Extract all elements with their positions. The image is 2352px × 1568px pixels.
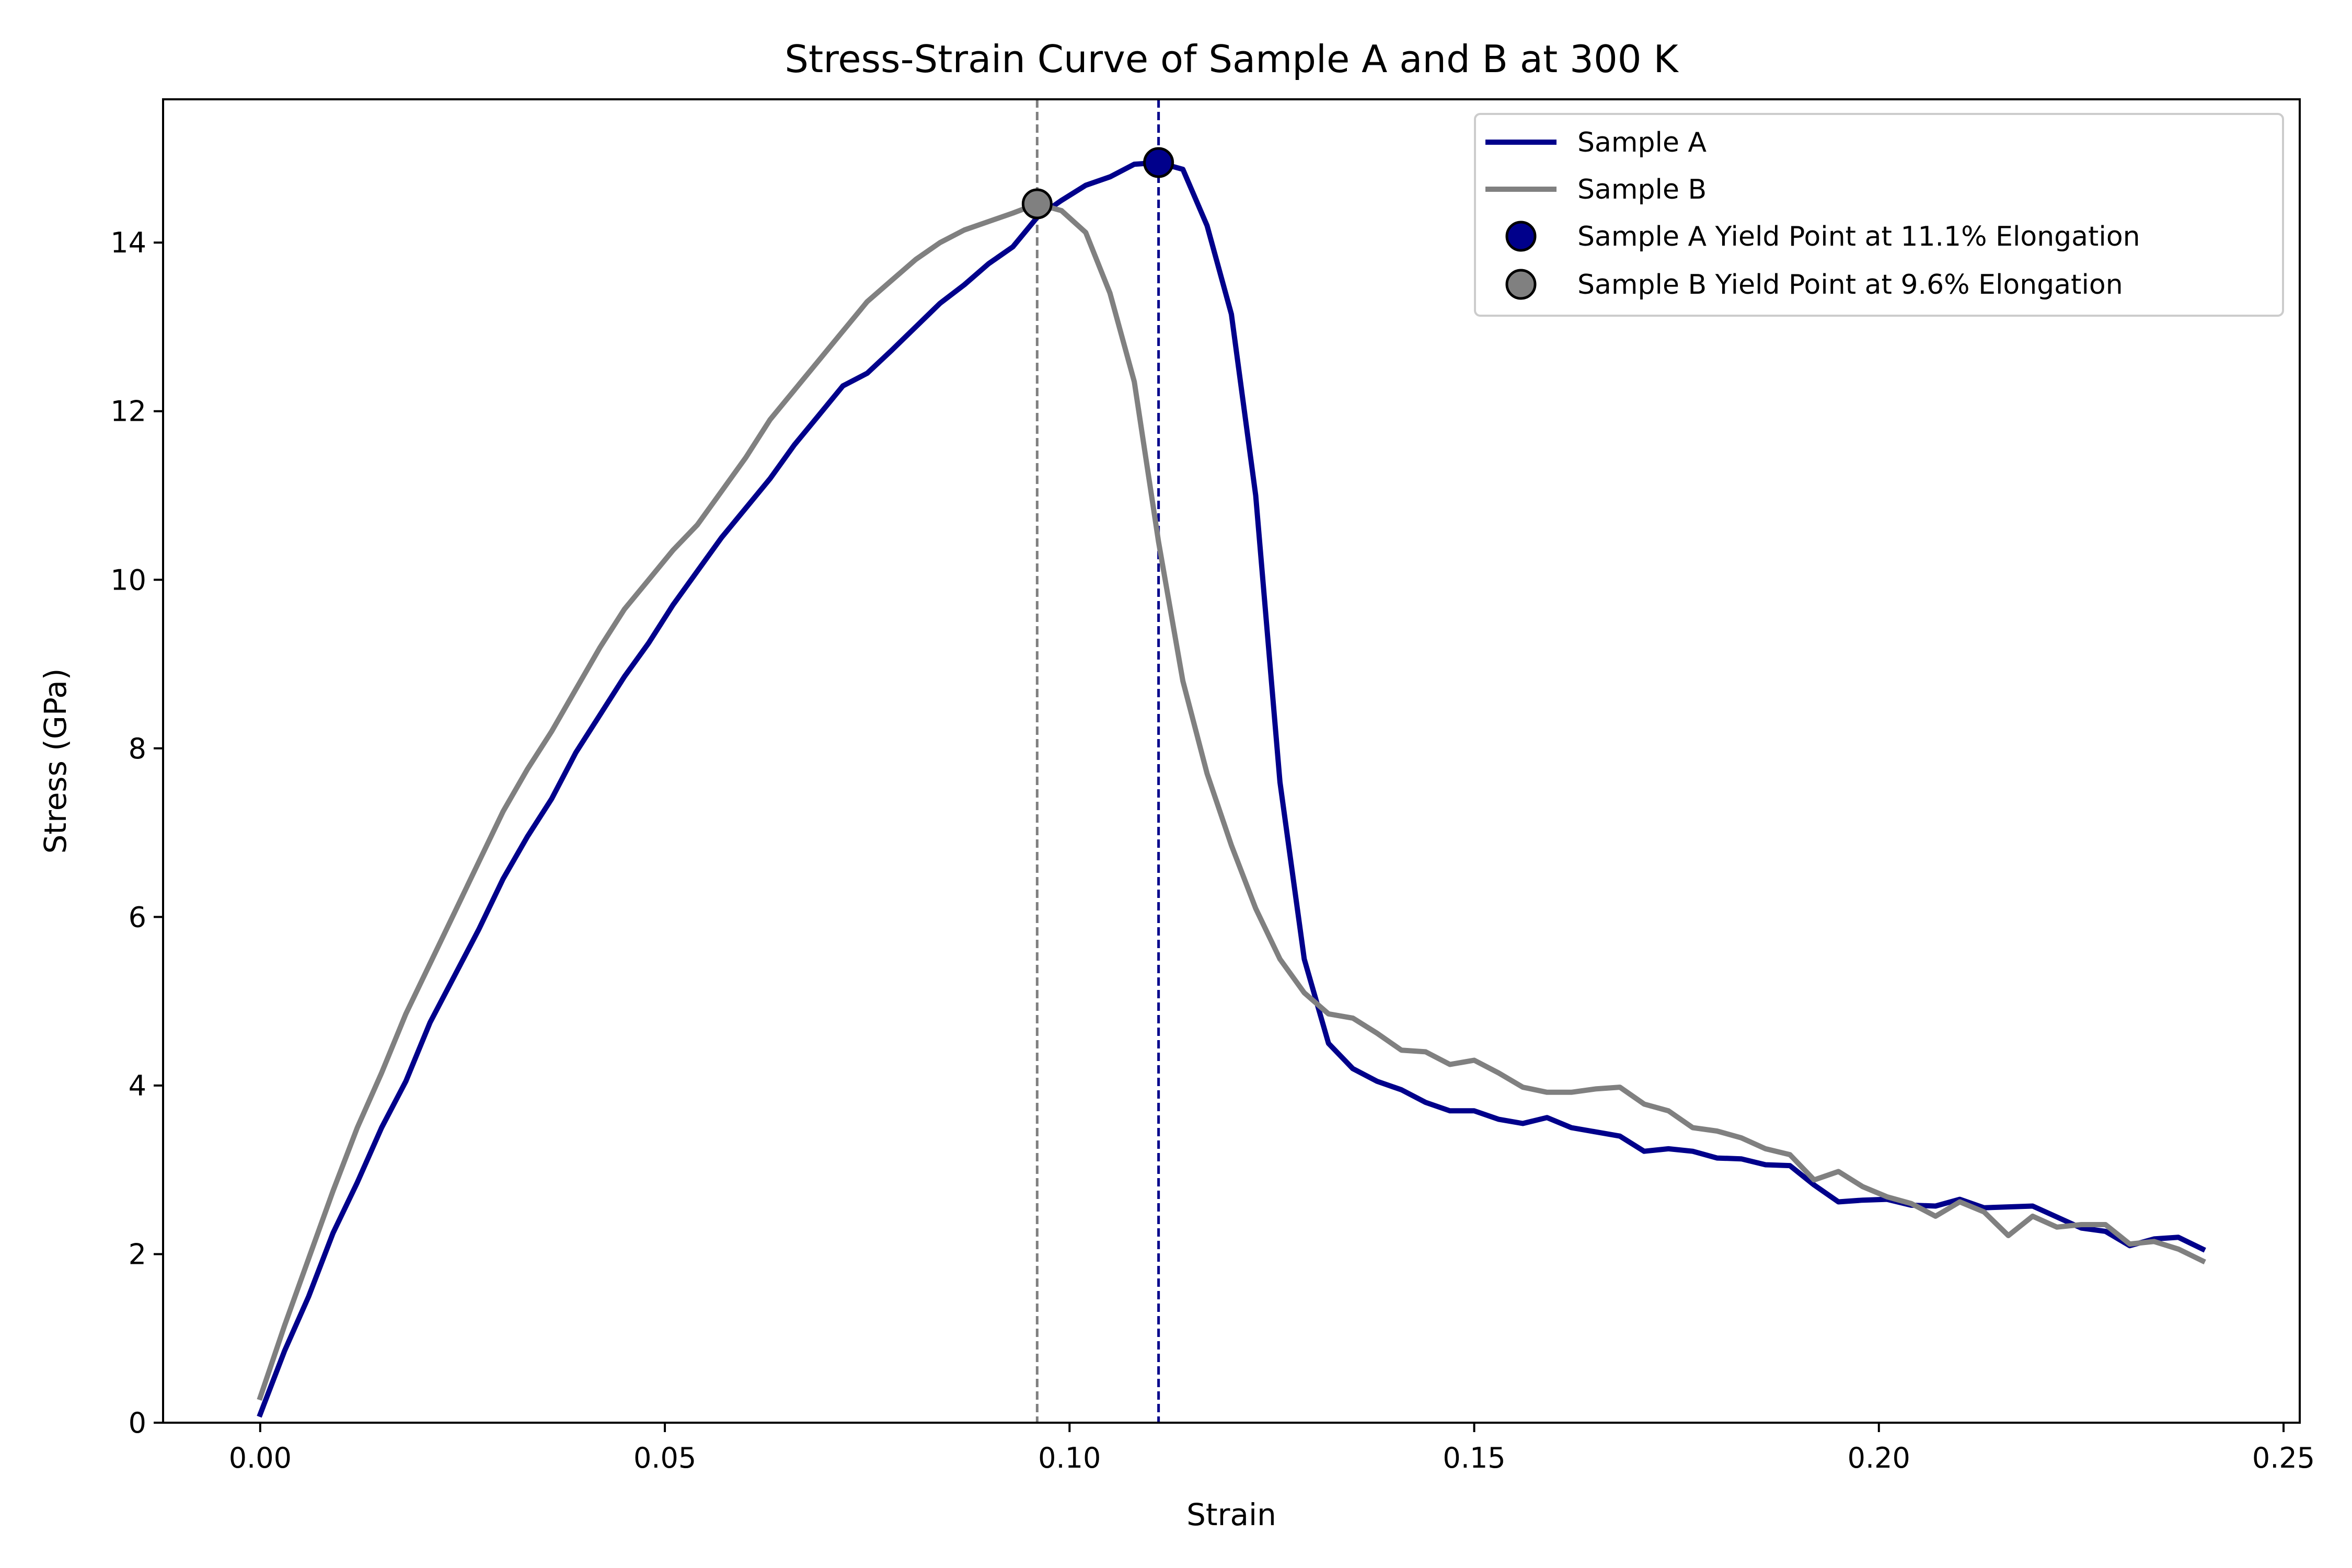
legend-box <box>1474 113 2284 317</box>
legend-label: Sample A <box>1577 127 1707 158</box>
y-axis-label: Stress (GPa) <box>38 668 73 854</box>
y-tick-label: 12 <box>110 395 146 428</box>
chart-title: Stress-Strain Curve of Sample A and B at… <box>785 37 1679 81</box>
x-tick-label: 0.20 <box>1848 1442 1910 1474</box>
x-tick-label: 0.00 <box>229 1442 292 1474</box>
yield-point-marker-sample-b <box>1021 188 1053 220</box>
y-tick-label: 10 <box>110 563 146 596</box>
plot-area <box>257 99 2206 1423</box>
legend-label: Sample B Yield Point at 9.6% Elongation <box>1577 269 2123 301</box>
x-tick-label: 0.15 <box>1443 1442 1505 1474</box>
yield-point-marker-sample-a <box>1143 147 1174 178</box>
y-tick-label: 14 <box>110 226 146 259</box>
y-tick-label: 0 <box>129 1406 146 1439</box>
axes: 0.00 0.05 0.10 0.15 0.20 0.25 0 2 4 6 8 10 12 14 <box>110 98 2315 1474</box>
legend-label: Sample A Yield Point at 11.1% Elongation <box>1577 221 2140 252</box>
legend-swatch-marker <box>1505 269 1537 300</box>
legend: Sample A Sample B Sample A Yield Point at … <box>1474 113 2284 317</box>
y-tick-label: 4 <box>129 1069 146 1102</box>
x-tick-label: 0.05 <box>633 1442 696 1474</box>
legend-label: Sample B <box>1577 174 1707 205</box>
legend-swatch-marker <box>1505 221 1537 252</box>
series-line-sample-a <box>257 160 2206 1418</box>
series-line-sample-b <box>257 201 2206 1401</box>
y-tick-label: 2 <box>129 1238 146 1271</box>
x-axis-label: Strain <box>1186 1497 1276 1532</box>
x-tick-label: 0.10 <box>1038 1442 1101 1474</box>
y-tick-label: 6 <box>129 901 146 933</box>
y-tick-label: 8 <box>129 732 146 765</box>
x-tick-label: 0.25 <box>2252 1442 2315 1474</box>
axes-frame <box>162 98 2301 1424</box>
plot-clipped-group <box>257 99 2206 1423</box>
